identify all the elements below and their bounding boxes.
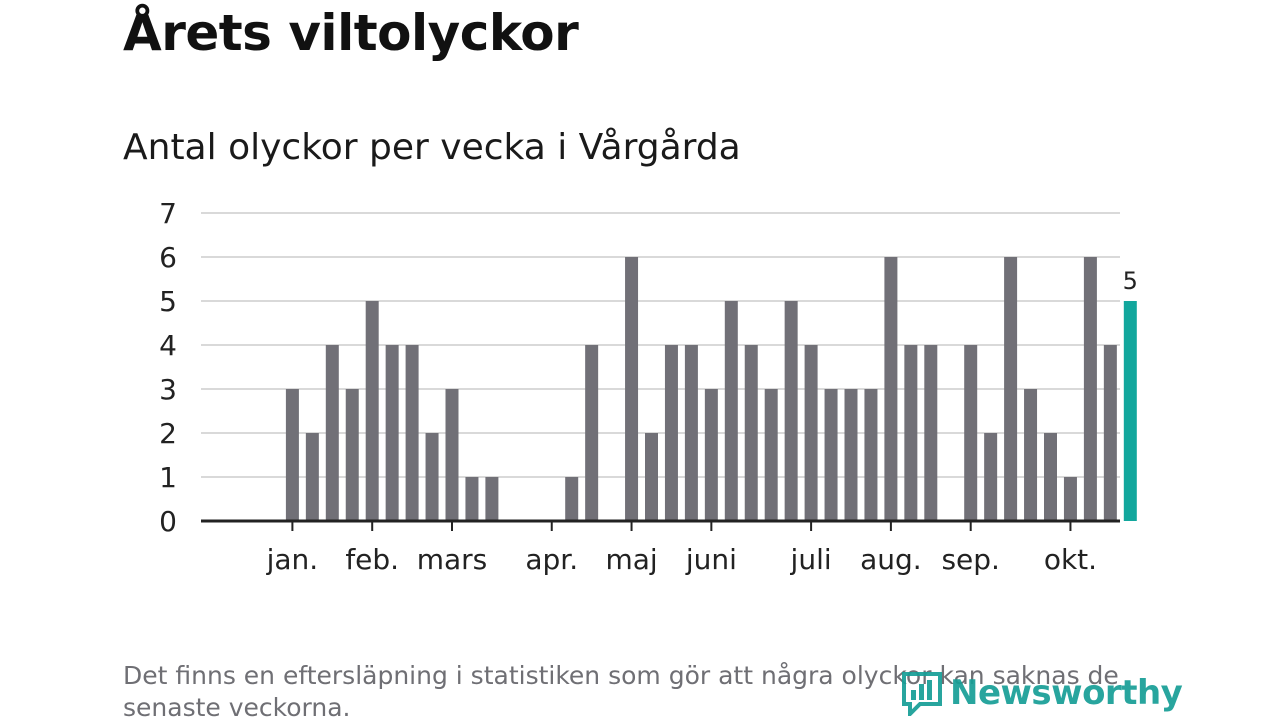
x-tick-label: jan. [266, 543, 319, 576]
x-axis: jan. feb. mars apr. maj juni juli aug. sep. okt. [201, 519, 1120, 576]
y-tick-label: 5 [159, 285, 177, 318]
bar [864, 389, 878, 521]
y-tick-label: 3 [159, 373, 177, 406]
bar [325, 345, 339, 521]
bar [1063, 477, 1077, 521]
bar [305, 433, 319, 521]
y-tick-label: 1 [159, 461, 177, 494]
y-tick-label: 6 [159, 241, 177, 274]
bar [485, 477, 499, 521]
bar [285, 389, 299, 521]
footnote: Det finns en eftersläpning i statistiken… [123, 661, 1119, 720]
bar [744, 345, 758, 521]
bar [645, 433, 658, 521]
bar [924, 345, 938, 521]
bar [1024, 389, 1038, 521]
newsworthy-logo[interactable]: Newsworthy [900, 668, 1183, 718]
bar [585, 345, 599, 521]
x-tick-label: feb. [345, 543, 399, 576]
x-tick-label: aug. [860, 543, 922, 576]
data-label: 5 [1123, 267, 1138, 295]
bar [884, 257, 898, 521]
bar [1103, 345, 1117, 521]
bar [405, 345, 419, 521]
bar [425, 433, 439, 521]
x-tick-label: juni [685, 543, 737, 576]
bar [1044, 433, 1057, 521]
x-tick-label: sep. [941, 543, 1000, 576]
y-tick-label: 0 [159, 505, 177, 538]
x-tick-label: okt. [1044, 543, 1097, 576]
bar [684, 345, 698, 521]
bar [824, 389, 838, 521]
x-tick-label: juli [790, 543, 832, 576]
bar [984, 433, 998, 521]
bar [964, 345, 978, 521]
bar [465, 477, 479, 521]
bar [1083, 257, 1097, 521]
data-labels: 5 [1123, 267, 1138, 295]
bar [385, 345, 399, 521]
bar [804, 345, 818, 521]
bar [625, 257, 639, 521]
newsworthy-logo-icon [902, 672, 942, 716]
bar [664, 345, 678, 521]
bar [764, 389, 778, 521]
brand-name: Newsworthy [950, 673, 1183, 713]
bar [565, 477, 579, 521]
x-tick-label: mars [417, 543, 488, 576]
y-tick-label: 4 [159, 329, 177, 362]
bar-highlight [1123, 301, 1137, 521]
x-tick-label: apr. [525, 543, 578, 576]
y-tick-label: 2 [159, 417, 177, 450]
grid-lines [201, 212, 1120, 478]
bar [704, 389, 718, 521]
page-title: Årets viltolyckor [123, 4, 579, 62]
y-axis-ticks: 0 1 2 3 4 5 6 7 [159, 197, 177, 538]
bar [724, 301, 738, 521]
bar [904, 345, 918, 521]
bar [345, 389, 359, 521]
y-tick-label: 7 [159, 197, 177, 230]
bar [365, 301, 379, 521]
bar [1004, 257, 1018, 521]
x-tick-label: maj [605, 543, 657, 576]
bar [784, 301, 798, 521]
bar [445, 389, 459, 521]
bar [844, 389, 858, 521]
bars [285, 257, 1137, 521]
chart-subtitle: Antal olyckor per vecka i Vårgårda [123, 127, 741, 168]
